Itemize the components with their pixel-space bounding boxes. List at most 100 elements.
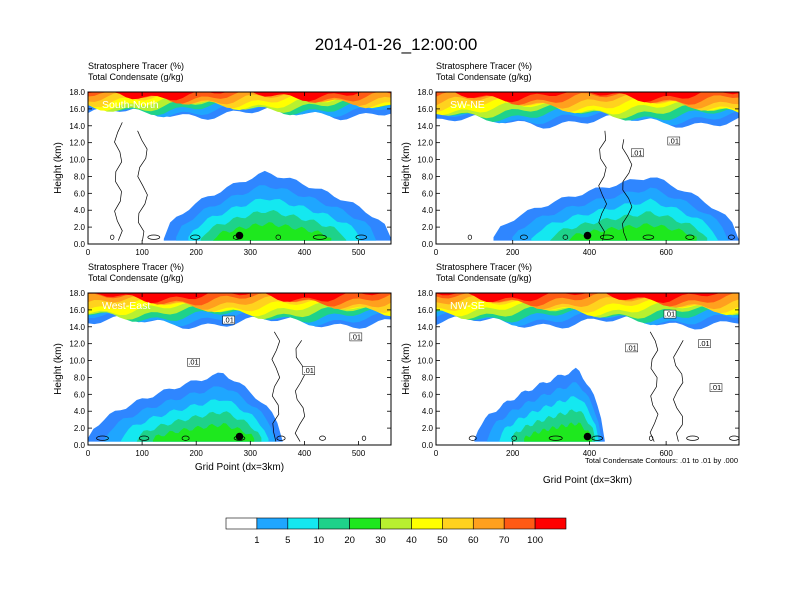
y-tick-label: 2.0 (74, 223, 86, 232)
y-tick-label: 8.0 (74, 373, 86, 382)
colorbar-swatch (287, 517, 320, 530)
colorbar-label: 1 (254, 535, 259, 546)
y-tick-label: 14.0 (417, 323, 433, 332)
contour-label: .01 (663, 310, 677, 319)
x-axis-label: Grid Point (dx=3km) (543, 475, 632, 486)
panel-subtitle-tracer: Stratosphere Tracer (%) (88, 262, 184, 272)
contour-column (598, 130, 607, 241)
contour-column (137, 130, 148, 241)
tracer-field: .01 .01 .01 .01 (88, 293, 391, 445)
y-tick-label: 12.0 (69, 340, 85, 349)
contour-label-box (302, 366, 316, 375)
location-marker (583, 432, 592, 441)
contour-label: .01 (698, 339, 711, 348)
y-axis-label: Height (km) (53, 142, 64, 194)
y-tick-label: 12.0 (417, 340, 433, 349)
panel-subtitle-tracer: Stratosphere Tracer (%) (88, 61, 184, 71)
contour-cell (355, 234, 368, 240)
colorbar-label: 100 (527, 535, 543, 546)
contour-note: Total Condensate Contours: .01 to .01 by… (585, 456, 738, 465)
panel-frame (435, 292, 740, 446)
y-tick-label: 10.0 (417, 156, 433, 165)
y-tick-label: 6.0 (422, 189, 434, 198)
contour-cell (276, 435, 286, 441)
colorbar: 1 5 10 20 30 40 50 60 70 100 (225, 517, 567, 546)
contour-cell (190, 234, 201, 240)
contour-cell (548, 435, 563, 441)
contour-cell (599, 234, 614, 240)
y-tick-label: 8.0 (422, 172, 434, 181)
contour-label: .01 (222, 315, 235, 325)
x-tick-label: 600 (659, 248, 673, 257)
tracer-band-9 (436, 293, 739, 303)
y-axis-label: Height (km) (53, 343, 64, 395)
contour-label-box (187, 357, 200, 367)
y-tick-label: 12.0 (69, 139, 85, 148)
contour-label-text: .01 (304, 366, 314, 375)
contour-cell (319, 435, 326, 441)
contour-label-text: .01 (632, 148, 642, 157)
colorbar-swatch (503, 517, 536, 530)
contour-column (621, 139, 633, 241)
contour-column (114, 122, 123, 241)
contour-column (271, 331, 281, 442)
contour-cell (729, 435, 739, 441)
contour-label-box (709, 383, 723, 392)
panel-frame (435, 91, 740, 245)
colorbar-swatch (411, 517, 443, 530)
panel-2: Stratosphere Tracer (%)Total Condensate … (401, 61, 740, 257)
x-axis-label: Grid Point (dx=3km) (195, 462, 284, 473)
y-tick-label: 16.0 (417, 105, 433, 114)
y-tick-label: 6.0 (74, 390, 86, 399)
panel-subtitle-condensate: Total Condensate (g/kg) (436, 273, 532, 283)
panels: Stratosphere Tracer (%) Total Condensate … (53, 61, 740, 486)
contour-label-text: .01 (669, 136, 679, 145)
x-tick-label: 200 (506, 449, 520, 458)
condensate-contours (467, 130, 735, 241)
y-tick-label: 0.0 (422, 441, 434, 450)
contour-label: .01 (302, 366, 316, 375)
y-tick-label: 4.0 (74, 407, 86, 416)
colorbar-swatch (349, 517, 381, 530)
contour-label-text: .01 (223, 316, 233, 325)
contour-label-box (631, 148, 644, 158)
tracer-field (88, 92, 391, 244)
figure-title: 2014-01-26_12:00:00 (315, 35, 478, 54)
panel-frame (87, 292, 392, 446)
contour-label-text: .01 (188, 358, 198, 367)
contour-cell (110, 234, 115, 240)
x-tick-label: 400 (298, 248, 312, 257)
tracer-band-9 (88, 293, 391, 304)
x-tick-label: 200 (190, 449, 204, 458)
y-tick-label: 14.0 (69, 122, 85, 131)
y-tick-label: 0.0 (74, 240, 86, 249)
contour-cell (467, 234, 473, 240)
y-tick-label: 18.0 (69, 289, 85, 298)
y-tick-label: 18.0 (69, 88, 85, 97)
contour-label-box (349, 332, 363, 342)
colorbar-swatch (318, 517, 350, 530)
condensate-contours (468, 331, 739, 442)
contour-cell (686, 435, 699, 441)
condensate-contours (96, 331, 367, 442)
contour-label: .01 (667, 136, 681, 145)
y-tick-label: 16.0 (417, 306, 433, 315)
y-tick-label: 8.0 (74, 172, 86, 181)
colorbar-label: 30 (375, 535, 386, 546)
x-tick-label: 200 (190, 248, 204, 257)
x-tick-label: 400 (583, 449, 597, 458)
y-tick-label: 2.0 (422, 223, 434, 232)
contour-cell (519, 234, 528, 240)
y-tick-label: 16.0 (69, 306, 85, 315)
contour-cell (147, 234, 161, 240)
contour-label-box (222, 315, 235, 325)
x-tick-label: 0 (86, 449, 91, 458)
panel-label: West-East (102, 300, 150, 312)
y-tick-label: 4.0 (422, 206, 434, 215)
contour-cell (728, 234, 735, 240)
contour-label: .01 (187, 357, 200, 367)
x-tick-label: 600 (659, 449, 673, 458)
y-tick-label: 0.0 (74, 441, 86, 450)
colorbar-label: 60 (468, 535, 479, 546)
